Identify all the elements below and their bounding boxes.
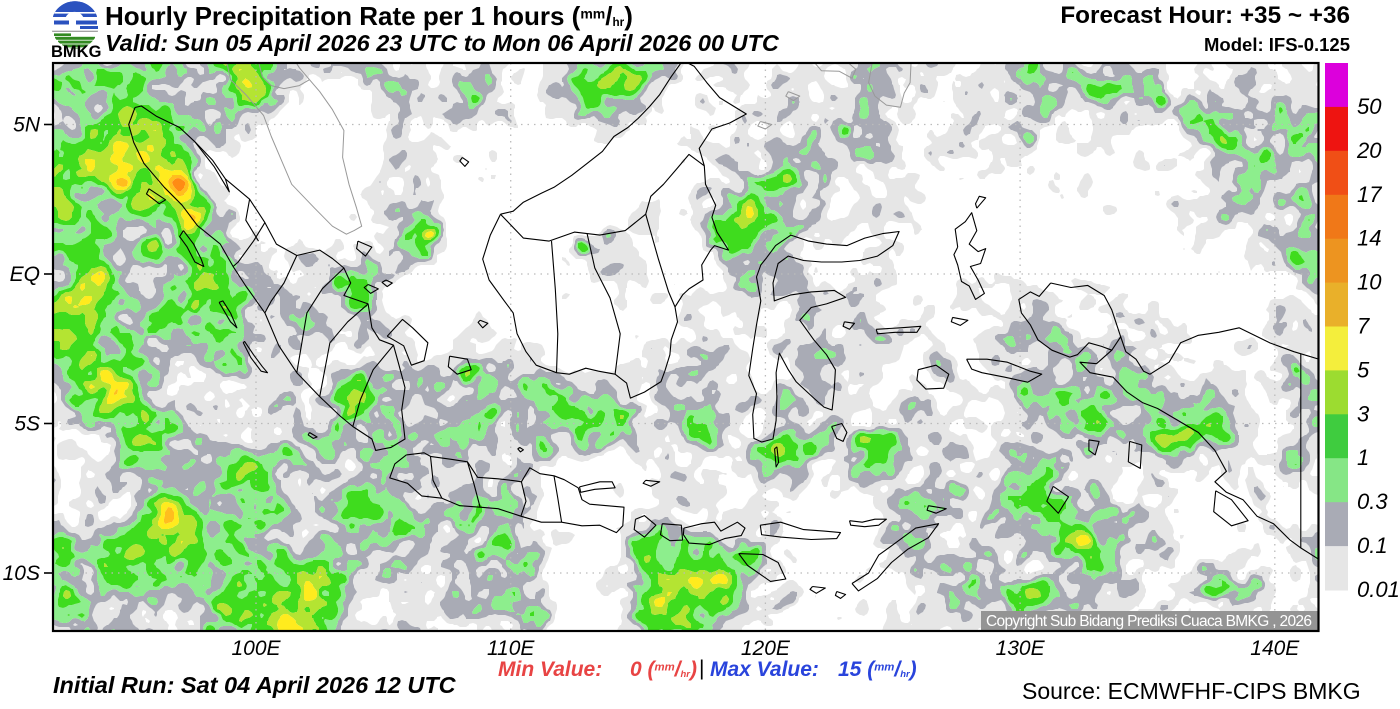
svg-text:17: 17 (1357, 182, 1382, 207)
svg-text:110E: 110E (487, 637, 535, 660)
svg-text:0.01: 0.01 (1357, 577, 1400, 602)
svg-text:3: 3 (1357, 401, 1370, 426)
svg-text:1: 1 (1357, 445, 1369, 470)
svg-text:120E: 120E (741, 637, 791, 660)
svg-text:5S: 5S (14, 413, 40, 436)
svg-text:14: 14 (1357, 226, 1381, 251)
svg-text:10S: 10S (3, 562, 40, 585)
svg-text:0.1: 0.1 (1357, 533, 1388, 558)
svg-text:BMKG: BMKG (51, 43, 101, 61)
svg-text:50: 50 (1357, 94, 1382, 119)
svg-text:10: 10 (1357, 270, 1382, 295)
svg-text:130E: 130E (996, 637, 1046, 660)
svg-text:140E: 140E (1250, 637, 1300, 660)
svg-text:100E: 100E (231, 637, 281, 660)
svg-text:0.3: 0.3 (1357, 489, 1388, 514)
svg-text:5N: 5N (13, 114, 41, 137)
svg-text:7: 7 (1357, 314, 1370, 339)
svg-text:EQ: EQ (10, 263, 40, 286)
svg-text:20: 20 (1356, 138, 1382, 163)
svg-text:5: 5 (1357, 357, 1370, 382)
svg-text:Copyright Sub Bidang Prediksi: Copyright Sub Bidang Prediksi Cuaca BMKG… (986, 613, 1312, 630)
